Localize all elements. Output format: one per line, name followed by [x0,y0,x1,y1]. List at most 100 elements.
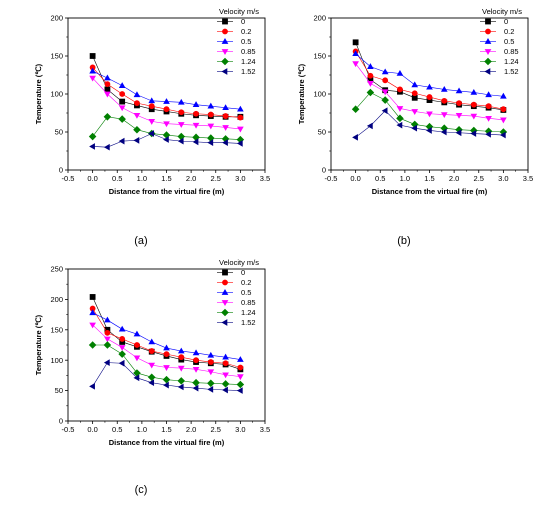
data-point [367,76,374,83]
data-point [177,377,186,385]
series-0-2 [89,64,244,121]
data-point [485,91,492,98]
data-point [440,112,448,118]
data-point [89,64,96,71]
y-tick-label: 150 [50,325,63,334]
x-tick-label: 1.0 [400,174,410,183]
series-0-5 [352,50,507,99]
data-point [134,342,140,348]
legend-marker [222,28,228,35]
data-point [103,341,112,349]
data-point [133,137,140,144]
legend: Velocity m/s00.20.50.851.241.52 [480,7,522,76]
data-point [133,355,141,362]
data-point [500,106,507,113]
legend-marker [485,18,491,25]
series-0-85 [89,322,244,381]
legend-marker [221,300,229,306]
data-point [222,360,229,367]
data-point [366,122,373,130]
legend-label: 0.2 [241,27,251,36]
legend-item-0-2: 0.2 [217,278,251,287]
data-point [177,98,185,105]
data-point [426,94,433,100]
data-point [456,100,462,107]
x-tick-label: 0.5 [112,174,122,183]
legend-label: 0 [504,17,508,26]
data-point [237,364,244,371]
y-tick-label: 50 [55,386,63,395]
legend-marker [221,289,229,295]
y-tick-label: 0 [322,166,326,175]
data-point [411,109,419,115]
legend-item-0: 0 [480,17,508,26]
data-point [237,126,244,133]
legend-item-0-2: 0.2 [480,27,514,36]
data-point [193,357,199,364]
x-tick-label: 0.5 [112,425,122,434]
data-point [177,347,185,354]
y-tick-label: 100 [50,356,63,365]
legend-item-1-52: 1.52 [217,318,256,327]
data-point [367,72,374,79]
data-point [352,133,358,141]
data-point [192,384,199,392]
data-point [455,125,463,134]
data-point [382,77,389,84]
data-point [222,104,229,110]
data-point [470,101,477,108]
data-point [89,383,95,390]
legend-item-1-24: 1.24 [217,308,256,317]
legend-marker [222,269,228,276]
data-point [207,386,214,393]
data-point [103,113,112,121]
legend-item-1-24: 1.24 [480,57,519,66]
legend-item-0-85: 0.85 [480,47,519,56]
data-point [411,90,418,97]
data-point [104,91,111,98]
data-point [192,349,200,356]
data-point [133,125,141,134]
data-point [441,97,448,104]
data-point [455,129,462,137]
x-tick-label: 3.5 [260,174,270,183]
data-point [440,128,447,136]
data-point [222,353,229,360]
data-point [89,143,95,150]
data-point [118,350,126,358]
data-point [470,89,478,95]
legend-marker [221,319,228,326]
legend-title: Velocity m/s [482,7,522,16]
legend-label: 0 [241,268,245,277]
data-point [104,81,111,88]
x-tick-label: 0.5 [375,174,385,183]
legend-item-0: 0 [217,17,245,26]
data-point [440,124,449,132]
legend-label: 0.85 [241,47,256,56]
data-point [192,101,200,107]
data-point [192,122,200,129]
data-point [177,122,185,128]
series-0-2 [89,305,244,371]
y-tick-label: 150 [50,52,63,61]
legend-item-0-5: 0.5 [480,37,514,46]
x-axis-title: Distance from the virtual fire (m) [109,438,225,447]
legend-marker [221,68,228,75]
data-point [89,67,96,74]
legend-marker [221,308,229,317]
series-1-52 [89,130,243,151]
legend-marker [484,38,492,44]
data-point [237,374,244,381]
data-point [455,87,463,94]
legend-marker [484,57,492,66]
y-axis-title: Temperature (℃) [34,314,43,375]
x-axis-title: Distance from the virtual fire (m) [109,187,225,196]
legend-item-0-2: 0.2 [217,27,251,36]
data-point [148,106,155,113]
x-tick-label: 2.0 [449,174,459,183]
data-point [163,121,170,128]
data-point [104,329,111,336]
x-tick-label: 0.0 [87,425,97,434]
data-point [207,351,215,358]
data-point [148,362,156,369]
